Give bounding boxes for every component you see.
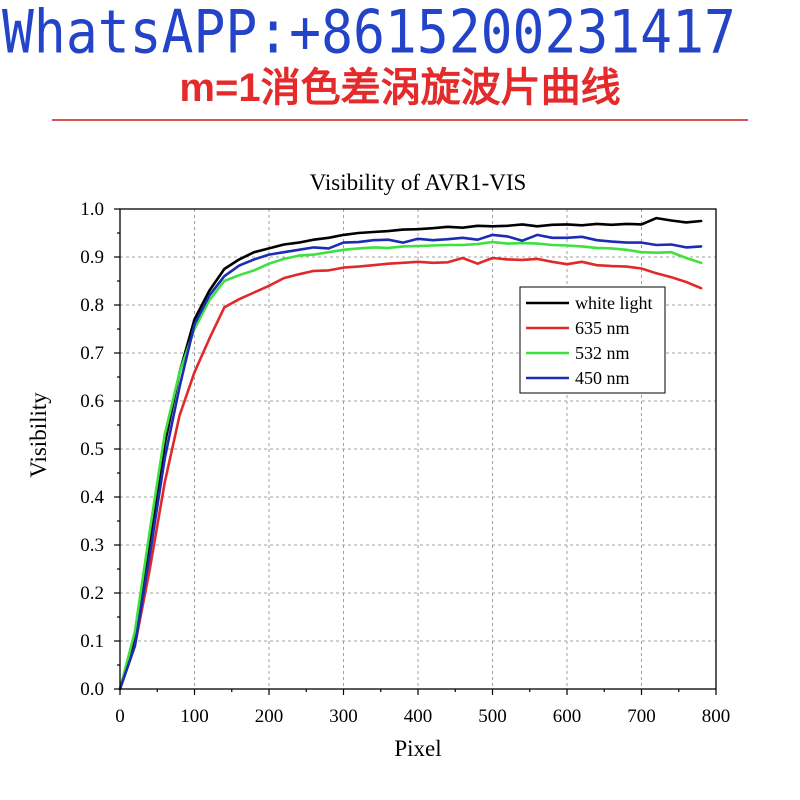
legend-label-450-nm: 450 nm <box>575 368 630 388</box>
y-tick-label: 0.6 <box>80 391 104 412</box>
axis-tick-labels: 0 100 200 300 400 500 600 700 800 0.0 0.1 0.2 0.3 0.4… <box>80 199 730 727</box>
y-tick-label: 0.3 <box>80 535 104 556</box>
page-subtitle: m=1消色差涡旋波片曲线 <box>179 66 621 110</box>
series-line-450-nm <box>118 233 703 691</box>
x-tick-label: 0 <box>115 706 125 727</box>
series-line-white-light <box>118 216 703 691</box>
chart-title: Visibility of AVR1-VIS <box>310 170 527 195</box>
x-tick-label: 500 <box>478 706 507 727</box>
y-tick-label: 0.8 <box>80 295 104 316</box>
contact-text: WhatsAPP:+8615200231417 <box>2 0 736 68</box>
y-tick-label: 0.4 <box>80 487 104 508</box>
legend-label-532-nm: 532 nm <box>575 343 630 363</box>
x-tick-label: 400 <box>404 706 433 727</box>
legend-label-white-light: white light <box>575 293 653 313</box>
y-tick-label: 0.5 <box>80 439 104 460</box>
legend: white light 635 nm 532 nm 450 nm <box>519 286 666 394</box>
series-line-532-nm <box>118 240 703 691</box>
y-tick-label: 0.1 <box>80 631 104 652</box>
y-tick-label: 0.7 <box>80 343 104 364</box>
x-tick-label: 800 <box>702 706 731 727</box>
series-lines <box>118 216 703 691</box>
x-tick-label: 200 <box>255 706 284 727</box>
header-divider <box>52 119 748 121</box>
grid-lines <box>120 209 716 689</box>
legend-label-635-nm: 635 nm <box>575 318 630 338</box>
series-line-635-nm <box>118 256 703 691</box>
x-tick-label: 700 <box>627 706 656 727</box>
x-tick-label: 600 <box>553 706 582 727</box>
axis-ticks <box>114 208 717 695</box>
legend-box <box>519 286 666 394</box>
y-tick-label: 0.9 <box>80 247 104 268</box>
x-axis-label: Pixel <box>394 736 441 761</box>
y-tick-label: 0.0 <box>80 679 104 700</box>
x-tick-label: 300 <box>329 706 358 727</box>
y-tick-label: 1.0 <box>80 199 104 220</box>
y-tick-label: 0.2 <box>80 583 104 604</box>
x-tick-label: 100 <box>180 706 209 727</box>
y-axis-label: Visibility <box>26 392 51 478</box>
